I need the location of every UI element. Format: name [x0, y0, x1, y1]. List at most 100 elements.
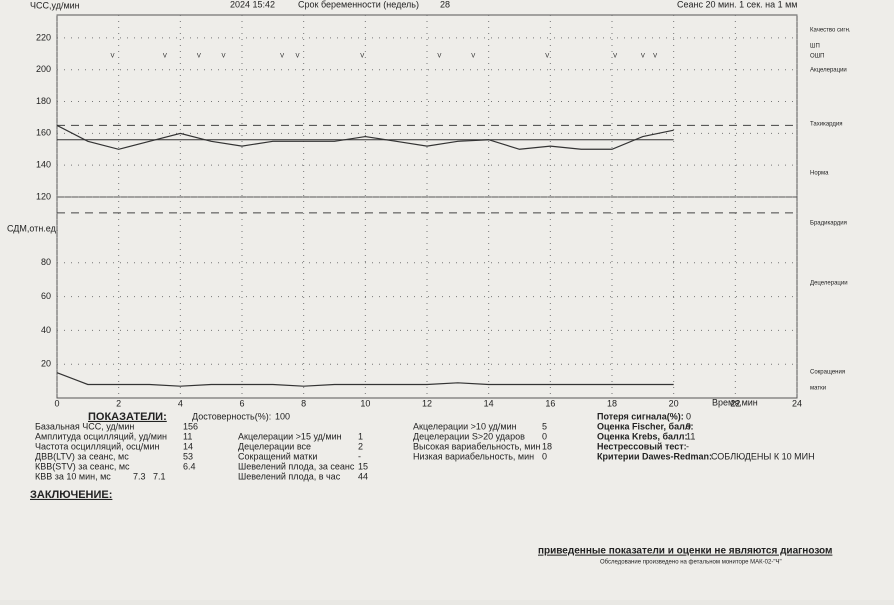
accel-mark: V [545, 54, 549, 60]
x-label: Время,мин [712, 397, 758, 407]
y-tick-label: 120 [36, 191, 51, 201]
legend-label: Сокращения [810, 370, 845, 376]
indicator-value: СОБЛЮДЕНЫ К 10 МИН [711, 451, 815, 461]
indicator-label: Критерии Dawes-Redman: [597, 451, 712, 461]
indicator-label: Амплитуда осцилляций, уд/мин [35, 431, 167, 441]
legend-label: Качество сигн. [810, 28, 851, 34]
y-tick-label: 180 [36, 96, 51, 106]
indicator-label: Шевелений плода, за сеанс [238, 461, 355, 471]
indicator-value: 15 [358, 461, 368, 471]
legend-label: Тахикардия [810, 122, 842, 128]
x-tick-label: 10 [360, 398, 370, 408]
x-tick-label: 24 [792, 398, 802, 408]
indicator-value: 11 [183, 431, 192, 441]
indicator-value: 156 [183, 421, 198, 431]
indicator-label: Акцелерации >10 уд/мин [413, 421, 517, 431]
accel-mark: V [295, 54, 299, 60]
legend-label: матки [810, 386, 826, 392]
accel-mark: V [221, 54, 225, 60]
indicator-label: Сокращений матки [238, 451, 317, 461]
accel-mark: V [437, 54, 441, 60]
conclusion: ЗАКЛЮЧЕНИЕ: [30, 489, 112, 501]
disclaimer: приведенные показатели и оценки не являю… [538, 546, 832, 557]
y-tick-label: 200 [36, 64, 51, 74]
device: Обследование произведено на фетальном мо… [600, 560, 782, 566]
y2-tick-label: 60 [41, 291, 51, 301]
indicator-value: 6.4 [183, 461, 196, 471]
indicator-label: ДВВ(LTV) за сеанс, мс [35, 451, 129, 461]
trace [56, 124, 674, 150]
indicator-value: - [686, 441, 689, 451]
accel-mark: V [280, 54, 284, 60]
indicator-label: Низкая вариабельность, мин [413, 451, 534, 461]
accel-mark: V [197, 54, 201, 60]
indicator-label: Оценка Fischer, балл: [597, 421, 694, 431]
session: Сеанс 20 мин. 1 сек. на 1 мм [677, 0, 798, 9]
y2-label: СДМ,отн.ед. [7, 223, 58, 233]
indicator-value: 53 [183, 451, 193, 461]
indicator-label: Децелерации все [238, 441, 311, 451]
indicator-label: КВВ(STV) за сеанс, мс [35, 461, 130, 471]
indicator-value: 18 [542, 441, 552, 451]
indicator-value: 5 [542, 421, 547, 431]
x-tick-label: 4 [178, 398, 183, 408]
legend-label: Брадикардия [810, 221, 847, 227]
y-tick-label: 220 [36, 32, 51, 42]
indicator-value: 14 [183, 441, 193, 451]
accel-mark: V [163, 54, 167, 60]
indicator-label: Шевелений плода, в час [238, 471, 341, 481]
indicator-value: 1 [358, 431, 363, 441]
x-tick-label: 0 [54, 398, 59, 408]
indicator-value: 0 [686, 411, 691, 421]
x-tick-label: 6 [239, 398, 244, 408]
indicators-title: ПОКАЗАТЕЛИ: [88, 411, 167, 423]
term-label: Срок беременности (недель) [298, 0, 419, 9]
x-tick-label: 2 [116, 398, 121, 408]
accel-mark: V [613, 54, 617, 60]
indicator-value: 0 [542, 451, 547, 461]
trace [56, 372, 674, 387]
x-tick-label: 14 [484, 398, 494, 408]
legend-label: Акцелерации [810, 68, 847, 74]
legend-label: ОШП [810, 54, 824, 60]
y2-tick-label: 40 [41, 325, 51, 335]
indicator-label: Частота осцилляций, осц/мин [35, 441, 160, 451]
x-tick-label: 22 [730, 398, 740, 408]
y-tick-label: 140 [36, 160, 51, 170]
x-tick-label: 12 [422, 398, 432, 408]
legend-label: ШП [810, 44, 820, 50]
indicator-label: Децелерации S>20 ударов [413, 431, 525, 441]
indicator-value: 0 [542, 431, 547, 441]
indicator-value: 9 [686, 421, 691, 431]
indicator-label: Потеря сигнала(%): [597, 411, 684, 421]
indicator-label: Достоверность(%): [192, 411, 271, 421]
accel-mark: V [110, 54, 114, 60]
term: 28 [440, 0, 450, 9]
indicator-value: - [358, 451, 361, 461]
indicator-label: Базальная ЧСС, уд/мин [35, 421, 134, 431]
indicator-value: 7.1 [153, 471, 166, 481]
indicator-label: Оценка Krebs, балл: [597, 431, 688, 441]
legend-label: Децелерации [810, 281, 848, 287]
accel-mark: V [360, 54, 364, 60]
x-tick-label: 8 [301, 398, 306, 408]
indicator-label: Нестрессовый тест: [597, 441, 687, 451]
y-tick-label: 160 [36, 128, 51, 138]
indicator-value: 11 [686, 431, 695, 441]
y2-tick-label: 80 [41, 257, 51, 267]
indicator-value: 2 [358, 441, 363, 451]
y-label: ЧСС,уд/мин [30, 0, 80, 10]
chart-content: 0 2 4 6 8 10 12 14 16 18 20 22 241201401601802002202… [35, 15, 851, 481]
indicator-label: Высокая вариабельность, мин [413, 441, 541, 451]
accel-mark: V [471, 54, 475, 60]
x-tick-label: 16 [545, 398, 555, 408]
indicator-value: 7.3 [133, 471, 146, 481]
datetime: 2024 15:42 [230, 0, 275, 9]
x-tick-label: 20 [669, 398, 679, 408]
indicator-value: 44 [358, 471, 368, 481]
indicator-label: Акцелерации >15 уд/мин [238, 431, 342, 441]
indicator-label: КВВ за 10 мин, мс [35, 471, 111, 481]
